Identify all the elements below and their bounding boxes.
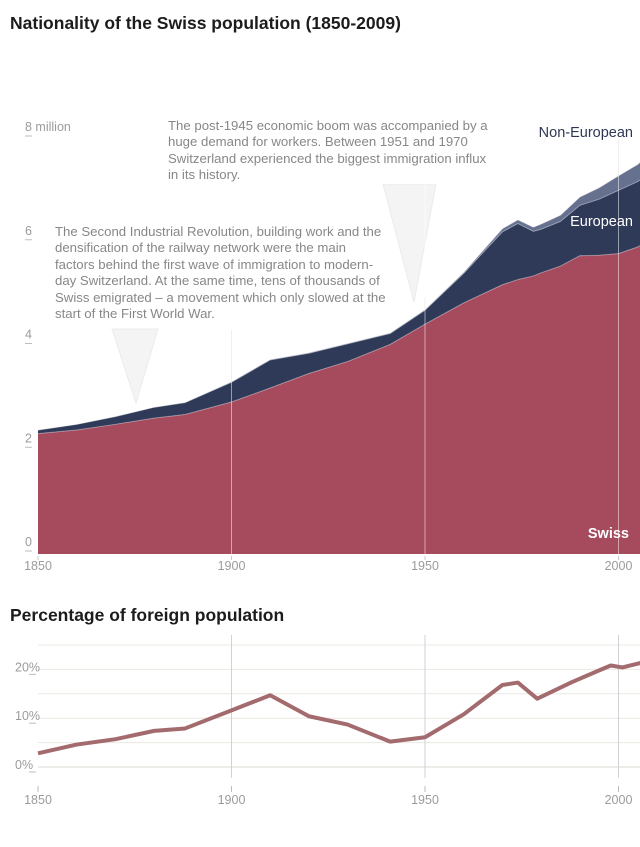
percentage-chart-title: Percentage of foreign population [10,605,285,625]
population-chart-title: Nationality of the Swiss population (185… [10,13,401,33]
y-tick-label: 6 [25,224,32,238]
y-tick-label: 0% [15,758,33,772]
x-tick-label: 2000 [605,793,633,807]
y-tick-label: 8 million [25,120,71,134]
area-top-edge [37,161,640,431]
x-tick-label: 1850 [24,793,52,807]
x-tick-label: 2000 [605,559,633,573]
annotation-postwar-boom: The post-1945 economic boom was accompan… [168,118,492,184]
y-tick-label: 2 [25,431,32,445]
series-label-non-european: Non-European [538,125,633,141]
area-top-edge [37,179,640,431]
annotation-callout-tail [111,328,159,405]
x-tick-label: 1900 [218,793,246,807]
percent-line [37,660,640,756]
y-tick-label: 10% [15,709,40,723]
annotation-industrial-revolution: The Second Industrial Revolution, buildi… [55,224,389,323]
series-label-european: European [570,214,633,230]
x-tick-label: 1950 [411,559,439,573]
x-tick-label: 1950 [411,793,439,807]
x-tick-label: 1900 [218,559,246,573]
series-label-swiss: Swiss [587,526,629,542]
x-tick-label: 1850 [24,559,52,573]
y-tick-label: 20% [15,660,40,674]
area-swiss [38,245,640,554]
area-top-edge [37,245,640,435]
y-tick-label: 0 [25,535,32,549]
annotation-callout-tail [382,183,437,303]
y-tick-label: 4 [25,328,32,342]
